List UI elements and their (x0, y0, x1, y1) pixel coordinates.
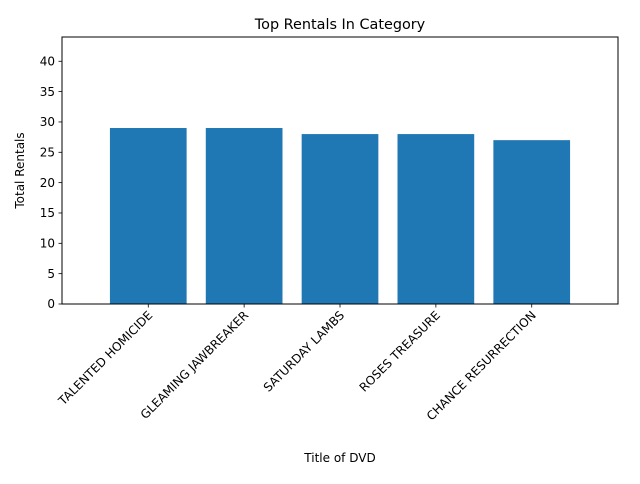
bars-layer (109, 128, 571, 304)
y-tick-label: 15 (40, 206, 55, 220)
y-tick-label: 5 (47, 267, 55, 281)
y-axis: 0 5 10 15 20 25 30 35 40 (40, 54, 62, 311)
y-tick-label: 35 (40, 85, 55, 99)
bar (397, 134, 475, 304)
y-tick-label: 20 (40, 176, 55, 190)
chart-title: Top Rentals In Category (254, 17, 426, 33)
bar (301, 134, 379, 304)
x-axis-label: Title of DVD (303, 451, 375, 465)
y-tick-label: 25 (40, 145, 55, 159)
bar (493, 140, 571, 304)
y-axis-label: Total Rentals (13, 132, 27, 209)
y-tick-label: 30 (40, 115, 55, 129)
bar (205, 128, 283, 304)
y-tick-label: 40 (40, 54, 55, 68)
y-tick-label: 10 (40, 237, 55, 251)
y-tick-label: 0 (47, 297, 55, 311)
bar (109, 128, 187, 304)
plot-frame (61, 36, 619, 305)
